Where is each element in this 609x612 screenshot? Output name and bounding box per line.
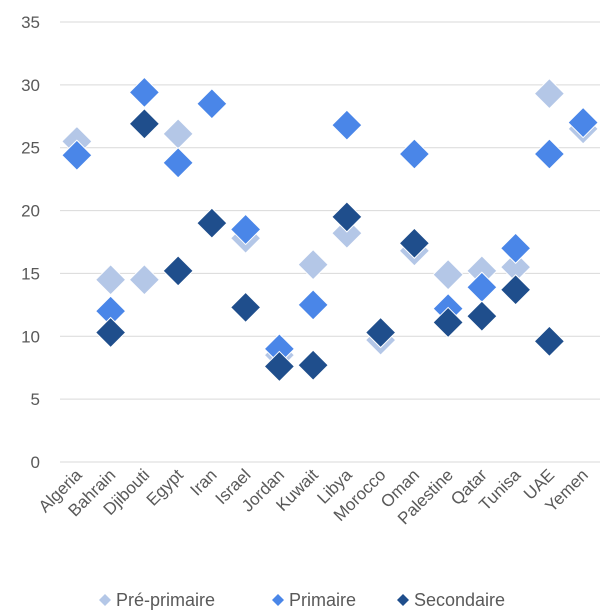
point-primaire-yemen (567, 106, 599, 139)
point-pr-primaire-palestine (432, 258, 464, 291)
point-pr-primaire-djibouti (128, 264, 161, 296)
point-secondaire-palestine (432, 306, 464, 339)
y-tick-label: 30 (21, 76, 40, 95)
point-primaire-kuwait (297, 289, 329, 321)
point-secondaire-israel (229, 291, 262, 324)
point-secondaire-bahrain (94, 316, 127, 349)
y-tick-label: 20 (21, 202, 40, 221)
point-secondaire-egypt (162, 255, 194, 287)
point-primaire-libya (331, 109, 363, 141)
point-secondaire-jordan (263, 350, 296, 383)
point-secondaire-uae (533, 325, 566, 358)
point-primaire-algeria (61, 139, 93, 171)
y-tick-label: 10 (21, 327, 40, 346)
x-tick-label: Egypt (143, 465, 187, 509)
legend-label: Primaire (289, 590, 356, 610)
point-secondaire-morocco (364, 316, 397, 349)
point-primaire-uae (533, 138, 566, 170)
point-pr-primaire-bahrain (94, 264, 127, 296)
point-secondaire-tunisa (499, 274, 532, 306)
point-secondaire-kuwait (297, 349, 329, 381)
legend-marker-2 (397, 594, 409, 606)
point-primaire-tunisa (499, 232, 532, 264)
data-points (61, 76, 599, 383)
point-secondaire-oman (398, 227, 431, 259)
y-tick-label: 25 (21, 139, 40, 158)
point-pr-primaire-uae (533, 77, 566, 110)
point-primaire-israel (229, 213, 262, 246)
point-secondaire-libya (331, 201, 363, 233)
y-tick-label: 5 (31, 390, 40, 409)
y-tick-label: 0 (31, 453, 40, 472)
point-secondaire-djibouti (128, 108, 161, 140)
legend-label: Secondaire (414, 590, 505, 610)
point-primaire-qatar (466, 271, 498, 303)
point-primaire-egypt (162, 147, 194, 179)
point-primaire-oman (398, 138, 431, 170)
point-pr-primaire-egypt (162, 118, 194, 150)
point-primaire-djibouti (128, 76, 161, 109)
y-axis-tick-labels: 0 5 10 15 20 25 30 35 (21, 13, 40, 472)
y-tick-label: 35 (21, 13, 40, 32)
y-tick-label: 15 (21, 264, 40, 283)
point-pr-primaire-kuwait (297, 248, 329, 281)
point-pr-primaire-libya (331, 217, 363, 249)
point-secondaire-iran (196, 207, 228, 239)
legend-marker-0 (99, 594, 111, 606)
legend-marker-1 (272, 594, 284, 606)
point-primaire-iran (196, 88, 228, 120)
legend: Pré-primaire Primaire Secondaire (99, 590, 505, 610)
legend-label: Pré-primaire (116, 590, 215, 610)
point-secondaire-qatar (466, 300, 498, 332)
